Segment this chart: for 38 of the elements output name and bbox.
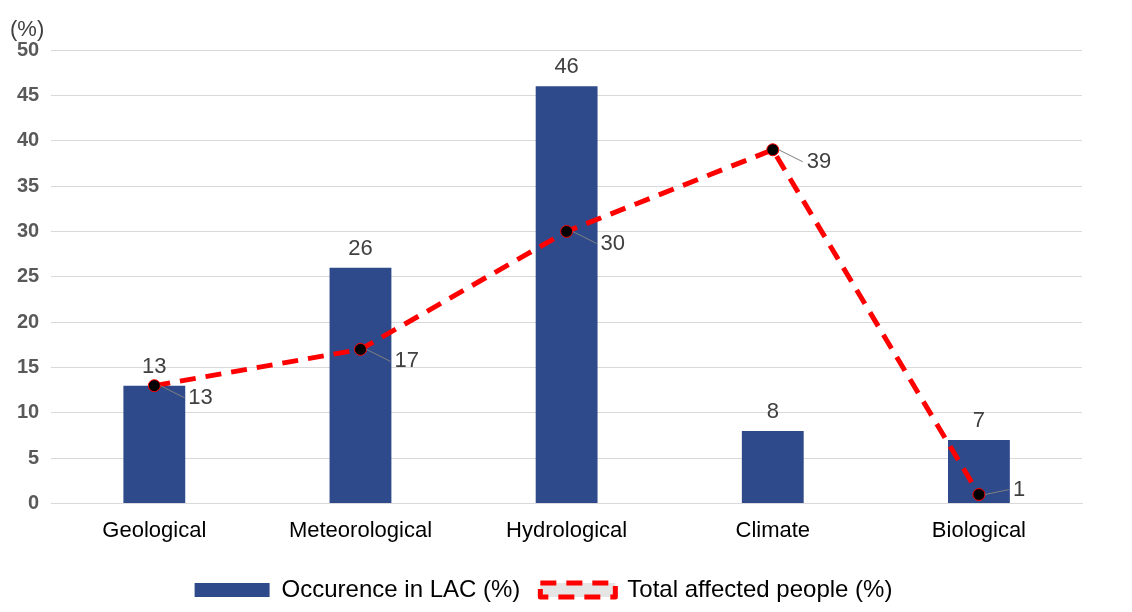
y-tick-label: 30	[17, 218, 40, 241]
data-label: 8	[766, 398, 779, 424]
x-tick-label: Hydrological	[506, 516, 628, 542]
bar	[535, 86, 598, 504]
y-tick-label: 45	[17, 82, 40, 105]
point	[353, 342, 367, 356]
x-tick-label: Biological	[931, 516, 1027, 542]
y-tick-label: 0	[28, 491, 40, 514]
y-tick-label: 10	[17, 400, 40, 423]
data-label: 13	[142, 352, 167, 378]
data-label: 13	[188, 383, 213, 409]
data-label: 7	[972, 407, 986, 433]
y-tick-label: 40	[17, 128, 40, 151]
y-tick-label: 35	[17, 173, 40, 196]
x-tick-label: Geological	[102, 516, 207, 542]
legend-label: Occurence in LAC (%)	[281, 574, 521, 602]
y-axis-title: (%)	[10, 16, 45, 42]
legend-label: Total affected people (%)	[627, 574, 893, 602]
data-label: 39	[806, 147, 832, 173]
point	[766, 143, 780, 157]
data-label: 26	[348, 234, 373, 260]
y-tick-label: 5	[28, 445, 40, 468]
bar	[123, 385, 186, 504]
point	[560, 224, 574, 238]
x-tick-label: Meteorological	[288, 516, 433, 542]
bar	[329, 267, 392, 504]
data-label: 30	[600, 229, 626, 255]
point	[147, 379, 161, 393]
y-tick-label: 25	[17, 264, 40, 287]
y-tick-label: 20	[17, 309, 40, 332]
y-tick-label: 15	[17, 355, 40, 378]
x-tick-label: Climate	[735, 516, 811, 542]
data-label: 17	[394, 347, 419, 373]
data-label: 1	[1012, 475, 1026, 501]
bar	[741, 431, 804, 504]
bar	[948, 440, 1010, 504]
point	[972, 488, 986, 502]
data-label: 46	[554, 53, 579, 79]
